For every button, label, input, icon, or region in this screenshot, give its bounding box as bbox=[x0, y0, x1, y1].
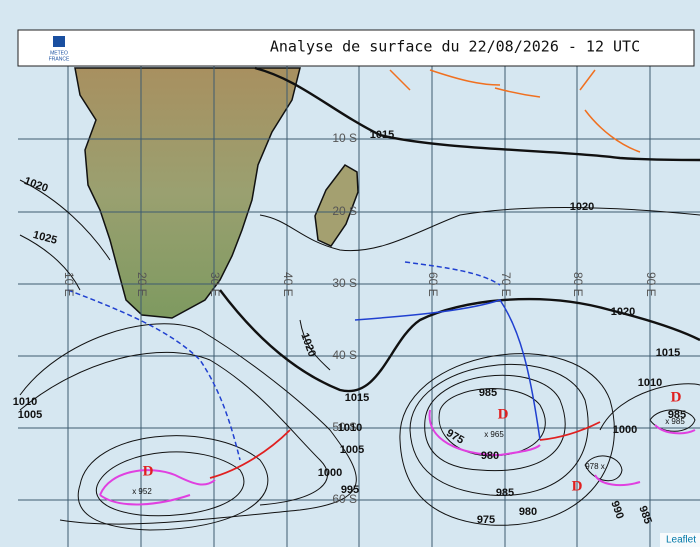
isobar-label: 990 bbox=[608, 499, 626, 520]
isobar-label: 1020 bbox=[611, 306, 635, 318]
low-center: x 965 bbox=[484, 430, 504, 439]
lon-label: 70 E bbox=[499, 272, 513, 297]
isobar-label: 1015 bbox=[656, 347, 680, 359]
isobars bbox=[19, 66, 700, 531]
lon-label: 20 E bbox=[135, 272, 149, 297]
lat-label: 10 S bbox=[332, 131, 357, 145]
isobar-label: 995 bbox=[341, 484, 359, 496]
low-center: x 952 bbox=[132, 487, 152, 496]
lon-label: 40 E bbox=[281, 272, 295, 297]
low-center: 978 x bbox=[585, 462, 605, 471]
depression: D bbox=[498, 406, 509, 422]
isobar-label: 980 bbox=[519, 506, 537, 518]
depression: D bbox=[671, 389, 682, 405]
attribution-link[interactable]: Leaflet bbox=[666, 535, 696, 546]
lon-label: 80 E bbox=[571, 272, 585, 297]
lon-label: 30 E bbox=[208, 272, 222, 297]
attribution-box bbox=[660, 533, 700, 547]
lat-label: 60 S bbox=[332, 492, 357, 506]
africa bbox=[74, 67, 301, 319]
isobar-label: 985 bbox=[496, 487, 514, 499]
lat-label: 20 S bbox=[332, 204, 357, 218]
isobar-label: 985 bbox=[636, 504, 654, 525]
map-title: Analyse de surface du 22/08/2026 - 12 UT… bbox=[270, 38, 640, 56]
isobar-label: 1005 bbox=[340, 444, 364, 456]
isobar-label: 975 bbox=[477, 514, 495, 526]
isobar-label: 1005 bbox=[18, 409, 42, 421]
isobar-label: 980 bbox=[481, 450, 499, 462]
isobar-label: 1000 bbox=[613, 424, 637, 436]
logo-text: METEO bbox=[50, 50, 68, 56]
isobar-labels: 1015 1020 1025 1020 1020 1020 1015 1010 … bbox=[13, 129, 686, 526]
isobar-label: 1015 bbox=[370, 129, 394, 141]
isobar-label: 985 bbox=[479, 387, 497, 399]
logo-text: FRANCE bbox=[49, 56, 70, 62]
depression: D bbox=[572, 478, 583, 494]
isobar-label: 985 bbox=[668, 409, 686, 421]
logo-mark bbox=[53, 36, 65, 47]
lat-label: 30 S bbox=[332, 276, 357, 290]
low-center: x 985 bbox=[665, 417, 685, 426]
lon-label: 90 E bbox=[644, 272, 658, 297]
lon-label: 60 E bbox=[426, 272, 440, 297]
fronts bbox=[67, 69, 696, 506]
isobar-label: 1010 bbox=[13, 396, 37, 408]
lat-label: 50 S bbox=[332, 420, 357, 434]
madagascar bbox=[314, 164, 359, 247]
lon-label: 10 E bbox=[62, 272, 76, 297]
depression: D bbox=[143, 463, 154, 479]
isobar-label: 1020 bbox=[570, 201, 594, 213]
isobar-label: 1010 bbox=[638, 377, 662, 389]
isobar-label: 1015 bbox=[345, 392, 369, 404]
lat-label: 40 S bbox=[332, 348, 357, 362]
graticule bbox=[18, 66, 700, 547]
isobar-label: 1010 bbox=[338, 422, 362, 434]
isobar-label: 1000 bbox=[318, 467, 342, 479]
header-box bbox=[17, 29, 695, 67]
